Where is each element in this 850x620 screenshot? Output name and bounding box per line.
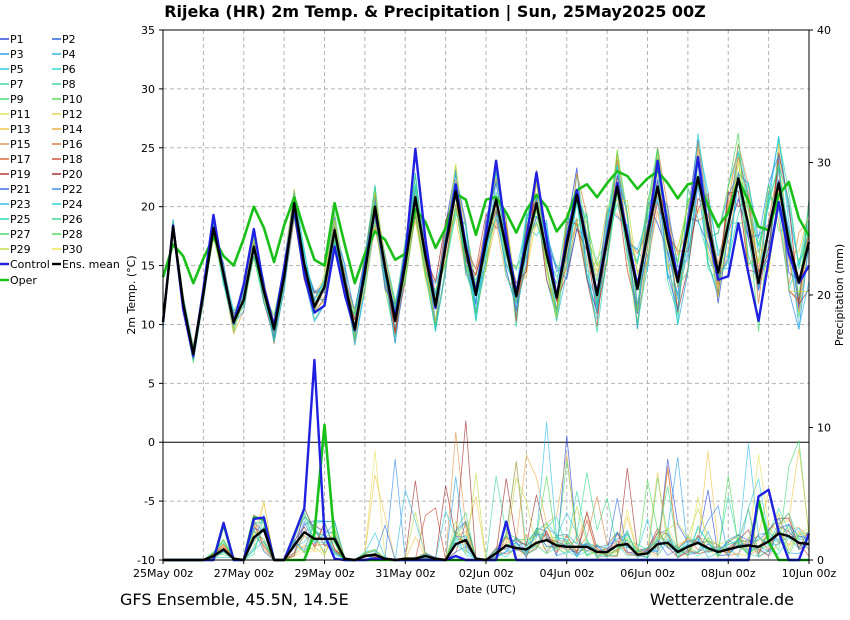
legend-label: P30 [62, 243, 83, 256]
legend-label: P19 [10, 168, 31, 181]
legend-label: P21 [10, 183, 31, 196]
y2-tick-label: 10 [817, 422, 831, 435]
legend-label: P10 [62, 93, 83, 106]
temp-line-ens-mean [161, 175, 811, 356]
legend-label: P26 [62, 213, 83, 226]
legend-label: P25 [10, 213, 31, 226]
y-tick-label: -5 [144, 495, 155, 508]
y-tick-label: -10 [137, 554, 155, 567]
axes: 35 30 25 20 15 10 5 0 -5 -10 40 30 20 10 0 25May 00z 27M… [133, 24, 836, 580]
legend-label: P23 [10, 198, 31, 211]
legend-label: P27 [10, 228, 31, 241]
y2-tick-label: 0 [817, 554, 824, 567]
legend-label: Control [10, 258, 50, 271]
y-tick-label: 20 [141, 201, 155, 214]
x-tick-label: 31May 00z [375, 567, 435, 580]
x-tick-label: 08Jun 00z [701, 567, 756, 580]
chart-title: Rijeka (HR) 2m Temp. & Precipitation | S… [164, 2, 706, 22]
legend-label: P1 [10, 33, 24, 46]
y-tick-label: 5 [148, 377, 155, 390]
legend-label: P11 [10, 108, 31, 121]
footer-site-credit: Wetterzentrale.de [650, 590, 794, 609]
legend-label: P14 [62, 123, 83, 136]
x-tick-label: 04Jun 00z [540, 567, 595, 580]
legend-label: P22 [62, 183, 83, 196]
y-axis-label: 2m Temp. (°C) [125, 255, 138, 334]
x-tick-label: 25May 00z [133, 567, 193, 580]
y-tick-label: 35 [141, 24, 155, 37]
legend-label: P13 [10, 123, 31, 136]
legend-label: P9 [10, 93, 24, 106]
footer-model-info: GFS Ensemble, 45.5N, 14.5E [120, 590, 349, 609]
legend-label: P4 [62, 48, 76, 61]
y2-tick-label: 40 [817, 24, 831, 37]
grid [163, 30, 809, 560]
legend-label: P29 [10, 243, 31, 256]
y-tick-label: 15 [141, 260, 155, 273]
y-tick-label: 30 [141, 83, 155, 96]
y-tick-label: 25 [141, 142, 155, 155]
x-tick-label: 27May 00z [214, 567, 274, 580]
y2-tick-label: 20 [817, 289, 831, 302]
legend-label: P24 [62, 198, 83, 211]
legend-label: P28 [62, 228, 83, 241]
legend-label: P8 [62, 78, 76, 91]
legend-label: P12 [62, 108, 83, 121]
x-axis-label: Date (UTC) [456, 583, 516, 596]
legend-label: P5 [10, 63, 24, 76]
legend-label: P7 [10, 78, 24, 91]
x-tick-label: 02Jun 00z [459, 567, 514, 580]
x-tick-label: 29May 00z [294, 567, 354, 580]
y-tick-label: 10 [141, 318, 155, 331]
legend-label: Oper [10, 274, 37, 287]
legend-label: P17 [10, 153, 31, 166]
legend-label: P18 [62, 153, 83, 166]
legend-label: P2 [62, 33, 76, 46]
legend-label: P3 [10, 48, 24, 61]
legend-label: Ens. mean [62, 258, 120, 271]
y-tick-label: 0 [148, 436, 155, 449]
legend: P1 P2 P3 P4 P5 P6 P7 P8 P9 P10 P11 P12 P13 P14 P15 P16 P… [0, 33, 120, 287]
y2-axis-label: Precipitation (mm) [833, 244, 846, 346]
y2-tick-label: 30 [817, 157, 831, 170]
legend-label: P15 [10, 138, 31, 151]
legend-label: P16 [62, 138, 83, 151]
legend-label: P6 [62, 63, 76, 76]
legend-label: P20 [62, 168, 83, 181]
x-tick-label: 10Jun 00z [782, 567, 837, 580]
x-tick-label: 06Jun 00z [620, 567, 675, 580]
